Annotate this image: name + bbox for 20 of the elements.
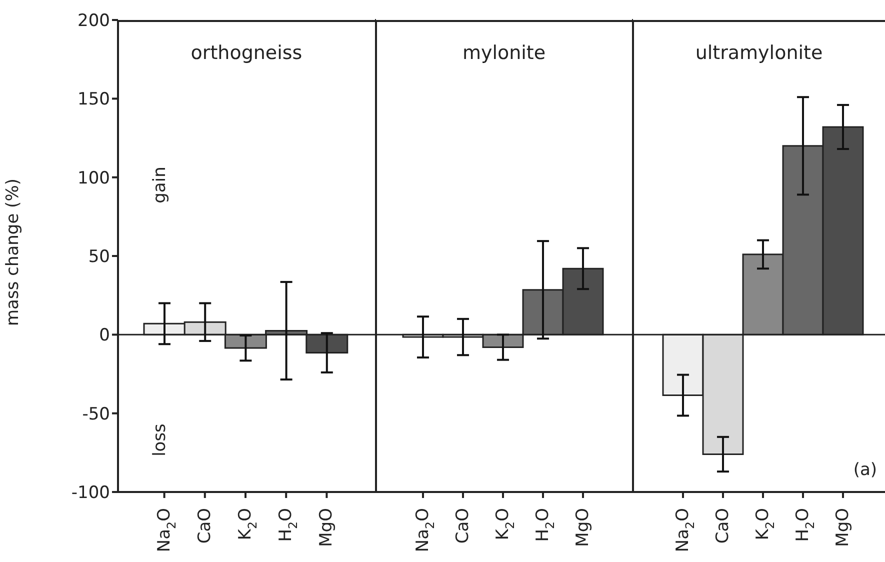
text: mylonite [461, 42, 547, 64]
y-tick-label: 200 [78, 11, 110, 32]
x-tick-label: CaO [194, 508, 215, 544]
text: ultramylonite [694, 42, 824, 64]
y-tick-label: 100 [78, 168, 110, 188]
x-tick-label: CaO [453, 508, 473, 544]
y-tick-label: 0 [99, 326, 110, 346]
x-tick-label: MgO [833, 508, 853, 547]
y-tick-label: 50 [88, 247, 110, 268]
annotation: loss [150, 424, 170, 456]
annotation: gain [150, 166, 170, 204]
text: orthogneiss [190, 42, 304, 64]
annotation: (a) [853, 460, 877, 480]
x-tick-label: CaO [713, 508, 733, 544]
y-tick-label: 150 [78, 90, 110, 110]
x-tick-label: MgO [573, 508, 593, 547]
y-axis-title: mass change (%) [3, 178, 24, 326]
y-tick-label: -100 [71, 483, 110, 504]
y-tick-label: -50 [82, 404, 110, 424]
x-tick-label: MgO [316, 508, 337, 547]
